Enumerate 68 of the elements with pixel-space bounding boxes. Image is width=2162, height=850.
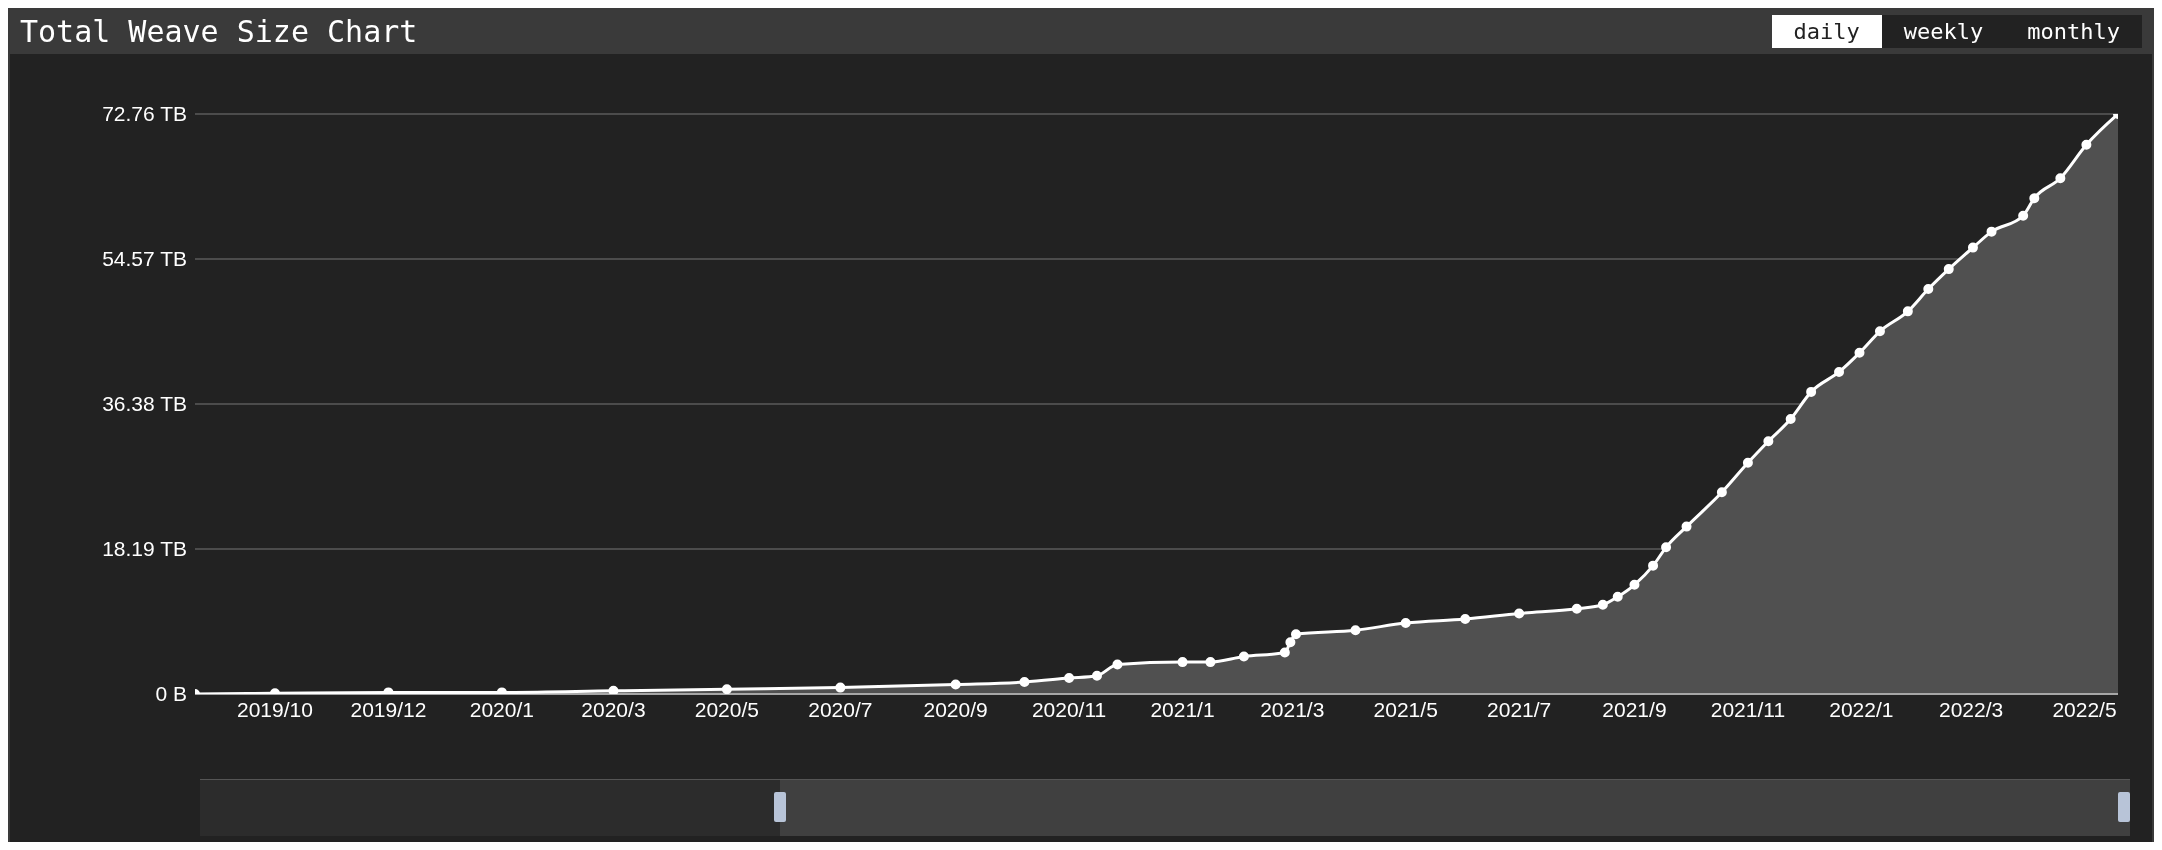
point bbox=[1290, 629, 1301, 640]
point bbox=[1854, 347, 1865, 358]
x-tick-label: 2020/3 bbox=[581, 697, 646, 721]
point bbox=[1514, 608, 1525, 619]
point bbox=[1661, 542, 1672, 553]
y-tick-label: 54.57 TB bbox=[102, 247, 187, 271]
point bbox=[608, 685, 619, 694]
point bbox=[721, 684, 732, 694]
point bbox=[950, 679, 961, 690]
y-tick-label: 36.38 TB bbox=[102, 392, 187, 416]
point bbox=[1460, 614, 1471, 625]
point bbox=[1902, 306, 1913, 317]
x-tick-label: 2021/11 bbox=[1710, 697, 1786, 721]
point bbox=[2018, 210, 2029, 221]
point bbox=[1986, 226, 1997, 237]
x-tick-label: 2021/1 bbox=[1150, 697, 1215, 721]
toggle-button: daily bbox=[1771, 14, 1882, 48]
point bbox=[2029, 193, 2040, 204]
point bbox=[1112, 659, 1123, 670]
x-tick-label: 2020/9 bbox=[923, 697, 988, 721]
y-tick-label: 18.19 TB bbox=[102, 537, 187, 561]
x-tick-label: 2021/7 bbox=[1487, 697, 1552, 721]
point bbox=[2055, 173, 2066, 184]
x-tick-label: 2020/11 bbox=[1031, 697, 1107, 721]
point bbox=[1806, 386, 1817, 397]
x-tick-label: 2022/5 bbox=[2052, 697, 2117, 721]
point bbox=[1238, 651, 1249, 662]
point bbox=[1716, 487, 1727, 498]
point bbox=[1648, 560, 1659, 571]
point bbox=[1205, 657, 1216, 668]
toggle-button: monthly bbox=[2005, 14, 2142, 48]
x-tick-label: 2019/10 bbox=[237, 697, 313, 721]
point bbox=[1629, 579, 1640, 590]
point bbox=[1400, 618, 1411, 629]
x-tick-label: 2021/3 bbox=[1260, 697, 1325, 721]
y-tick-label: 0 B bbox=[155, 682, 187, 706]
point bbox=[1597, 599, 1608, 610]
x-tick-label: 2019/12 bbox=[350, 697, 427, 721]
x-tick-label: 2022/3 bbox=[1938, 697, 2004, 721]
chart-title: Total Weave Size Chart bbox=[20, 13, 418, 49]
x-tick-label: 2021/9 bbox=[1602, 697, 1667, 721]
x-tick-label: 2022/1 bbox=[1829, 697, 1894, 721]
point bbox=[1279, 647, 1290, 658]
point bbox=[1681, 521, 1692, 532]
point bbox=[1612, 591, 1623, 602]
y-tick-label: 72.76 TB bbox=[102, 102, 187, 126]
point bbox=[1285, 637, 1296, 648]
point bbox=[1742, 457, 1753, 468]
point bbox=[1019, 677, 1030, 688]
toggle-button: weekly bbox=[1881, 14, 2006, 48]
point bbox=[1763, 436, 1774, 447]
point bbox=[1350, 625, 1361, 636]
point bbox=[1177, 657, 1188, 668]
point bbox=[1571, 603, 1582, 614]
point bbox=[1923, 284, 1934, 295]
point bbox=[1943, 264, 1954, 275]
x-tick-label: 2020/1 bbox=[469, 697, 534, 721]
x-tick-label: 2021/5 bbox=[1373, 697, 1438, 721]
point bbox=[1091, 670, 1102, 681]
point bbox=[1785, 413, 1796, 424]
point bbox=[2081, 139, 2092, 150]
x-tick-label: 2020/5 bbox=[694, 697, 760, 721]
point bbox=[1874, 326, 1885, 337]
point bbox=[1967, 242, 1978, 253]
x-tick-label: 2020/7 bbox=[808, 697, 873, 721]
point bbox=[1064, 673, 1075, 684]
point bbox=[835, 682, 846, 693]
point bbox=[1834, 366, 1845, 377]
